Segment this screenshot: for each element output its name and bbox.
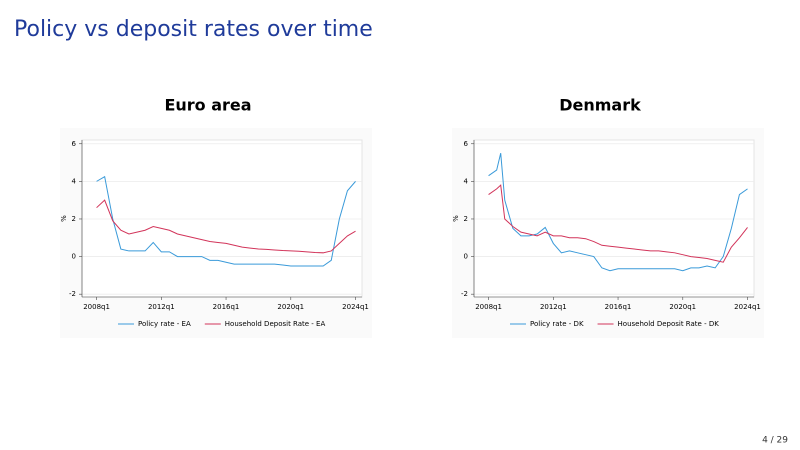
- chart: Denmark -2 0 2 4 6% 2008q1 2012q1 2016q1 2020q1 20…: [452, 96, 764, 338]
- x-tick-label: 2020q1: [669, 303, 696, 311]
- chart-title: Euro area: [164, 96, 251, 115]
- y-tick-label: 6: [464, 140, 469, 148]
- x-tick-label: 2024q1: [734, 303, 761, 311]
- chart: Euro area -2 0 2 4 6% 2008q1 2012q1 2016q1 2020q1…: [60, 96, 372, 338]
- y-tick-label: 4: [72, 177, 77, 185]
- x-tick-label: 2024q1: [342, 303, 369, 311]
- y-tick-label: 6: [72, 140, 77, 148]
- series-line: [488, 153, 748, 272]
- y-axis-label: %: [452, 215, 460, 222]
- x-tick-label: 2012q1: [540, 303, 567, 311]
- y-tick-label: 4: [464, 177, 469, 185]
- series-line: [96, 199, 356, 254]
- y-tick-label: -2: [461, 290, 468, 298]
- y-tick-label: 0: [464, 253, 468, 261]
- legend-label: Policy rate - DK: [530, 320, 584, 328]
- y-tick-label: -2: [69, 290, 76, 298]
- legend-label: Policy rate - EA: [138, 320, 191, 328]
- legend-label: Household Deposit Rate - EA: [225, 320, 326, 328]
- plot-area: [473, 139, 755, 298]
- x-tick-label: 2008q1: [475, 303, 502, 311]
- series-line: [96, 175, 356, 267]
- x-tick-label: 2016q1: [605, 303, 632, 311]
- y-axis-label: %: [60, 215, 68, 222]
- page-number: 4 / 29: [762, 436, 788, 446]
- y-tick-label: 2: [72, 215, 76, 223]
- chart-title: Denmark: [559, 96, 641, 115]
- x-tick-label: 2020q1: [277, 303, 304, 311]
- x-tick-label: 2016q1: [213, 303, 240, 311]
- y-tick-label: 0: [72, 253, 76, 261]
- legend-label: Household Deposit Rate - DK: [618, 320, 720, 328]
- plot-area: [81, 139, 363, 298]
- x-tick-label: 2008q1: [83, 303, 110, 311]
- y-tick-label: 2: [464, 215, 468, 223]
- series-line: [488, 184, 748, 263]
- slide-title: Policy vs deposit rates over time: [14, 17, 373, 42]
- x-tick-label: 2012q1: [148, 303, 175, 311]
